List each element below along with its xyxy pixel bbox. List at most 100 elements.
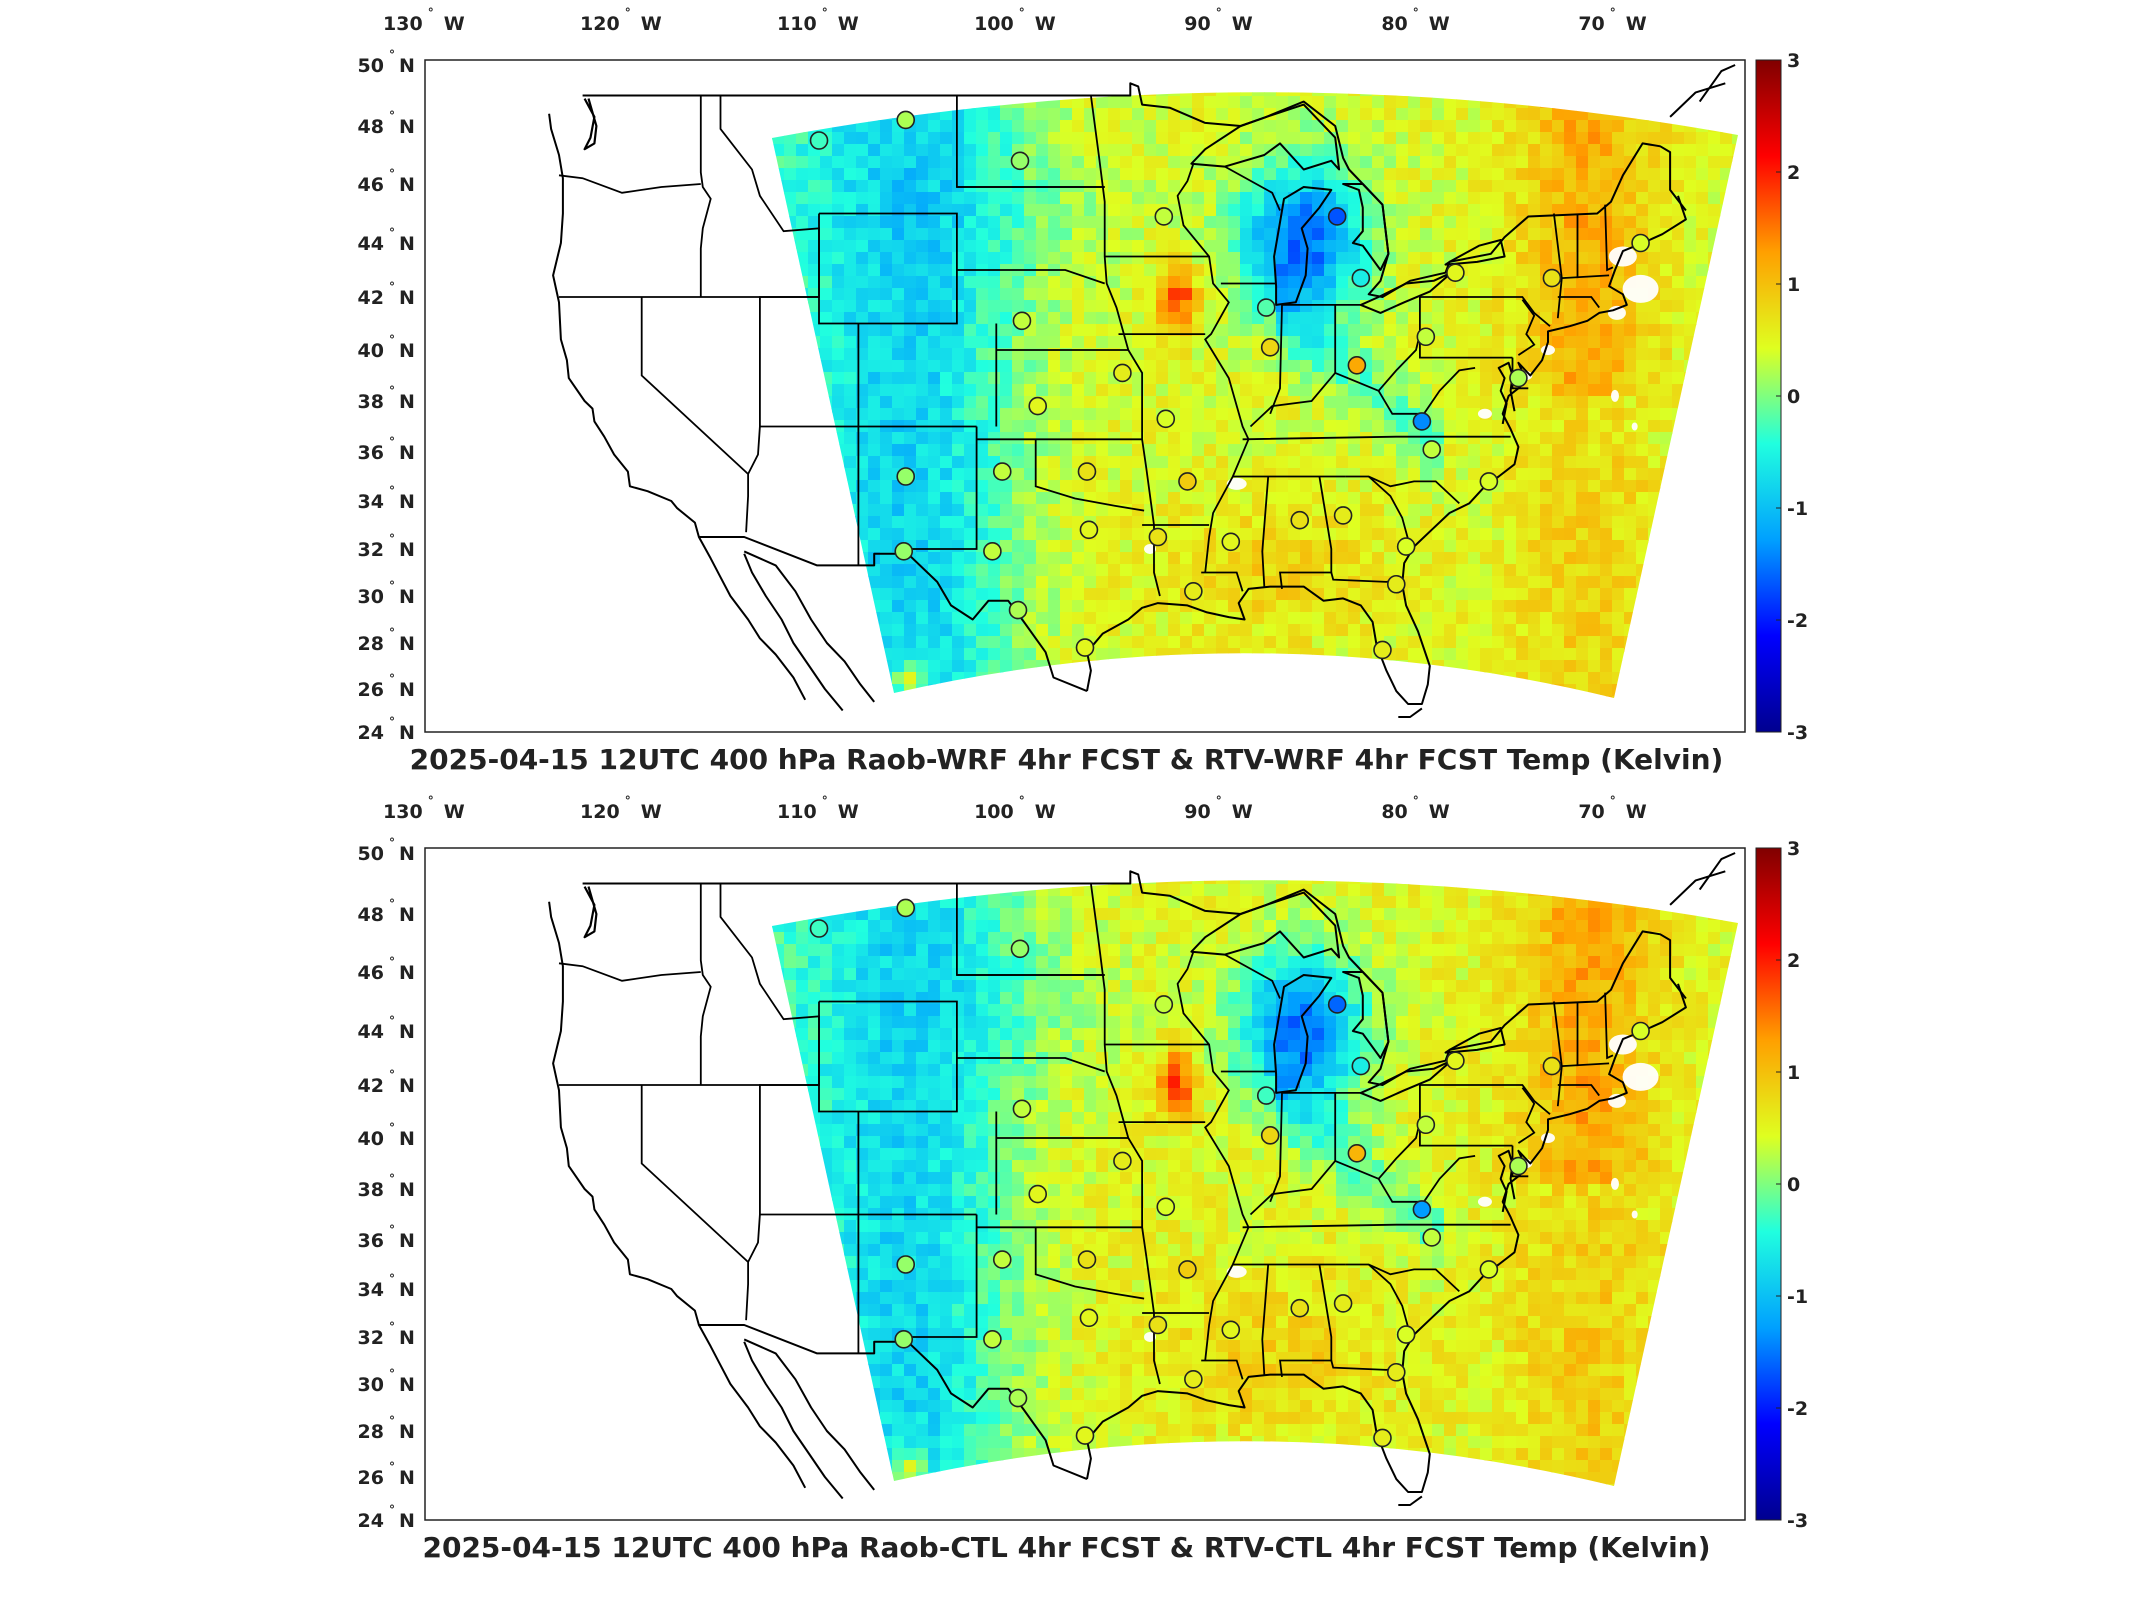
colorbar-tick-label: 1 [1787, 1062, 1800, 1084]
lat-tick-label: 34 ° N [358, 1272, 415, 1301]
lat-tick-label: 36 ° N [358, 1223, 415, 1252]
svg-text:48: 48 [358, 116, 384, 138]
lat-tick-label: 44 ° N [358, 226, 415, 255]
svg-text:32: 32 [358, 539, 384, 561]
svg-text:N: N [399, 633, 415, 655]
lat-tick-label: 42 ° N [358, 1068, 415, 1097]
svg-text:34: 34 [358, 491, 384, 513]
raob-station-marker [1221, 1320, 1241, 1340]
svg-text:°: ° [389, 384, 395, 398]
map-figure-top: 130 ° W 120 ° W 110 ° W 100 ° W 90 ° W 80 ° W 70 ° W50 ° N48 ° N… [358, 6, 1809, 744]
raob-station-marker [1010, 151, 1030, 171]
raob-stations [809, 110, 1650, 660]
raob-station-marker [1256, 298, 1276, 317]
lat-tick-label: 48 ° N [358, 897, 415, 926]
raob-station-marker [1479, 472, 1499, 491]
colorbar-tick-label: 3 [1787, 50, 1800, 72]
lat-tick-label: 26 ° N [358, 672, 415, 701]
svg-text:50: 50 [358, 55, 384, 77]
svg-text:W: W [1035, 13, 1056, 35]
raob-stations [809, 898, 1650, 1448]
panel-title-bottom: 2025-04-15 12UTC 400 hPa Raob-CTL 4hr FC… [422, 1531, 1711, 1564]
raob-station-marker [1154, 995, 1174, 1014]
raob-station-marker [1075, 638, 1095, 657]
raob-station-marker [1028, 396, 1048, 416]
raob-station-marker [1509, 368, 1528, 388]
svg-text:42: 42 [358, 287, 384, 309]
raob-station-marker [1260, 1126, 1280, 1145]
raob-station-marker [1509, 1156, 1528, 1176]
svg-text:N: N [399, 340, 415, 362]
lon-tick-label: 90 ° W [1184, 794, 1252, 823]
colorbar-tick-label: -2 [1787, 610, 1808, 632]
lon-tick-label: 120 ° W [580, 6, 662, 35]
raob-station-marker [983, 542, 1002, 561]
raob-station-marker [1631, 233, 1650, 253]
svg-text:120: 120 [580, 13, 620, 35]
lon-tick-label: 70 ° W [1578, 794, 1646, 823]
raob-station-marker [1178, 472, 1197, 491]
svg-text:46: 46 [358, 174, 384, 196]
raob-station-marker [1373, 1428, 1392, 1448]
lat-tick-label: 40 ° N [358, 333, 415, 362]
lat-tick-label: 38 ° N [358, 384, 415, 413]
colorbar: 3 2 1 0 -1 -2 -3 [1755, 838, 1808, 1532]
lon-tick-label: 120 ° W [580, 794, 662, 823]
svg-text:°: ° [389, 532, 395, 546]
svg-text:130: 130 [383, 13, 423, 35]
svg-text:W: W [838, 13, 859, 35]
lon-tick-label: 110 ° W [777, 794, 859, 823]
svg-text:°: ° [389, 715, 395, 729]
raob-station-marker [894, 1330, 914, 1349]
svg-text:W: W [444, 13, 465, 35]
raob-station-marker [1333, 506, 1353, 525]
raob-station-marker [1386, 574, 1406, 594]
lat-tick-label: 30 ° N [358, 579, 415, 608]
raob-station-marker [1012, 311, 1032, 331]
raob-station-marker [1347, 355, 1367, 375]
svg-text:°: ° [389, 109, 395, 123]
svg-text:28: 28 [358, 633, 384, 655]
raob-station-marker [1008, 1388, 1028, 1408]
colorbar-tick-label: 3 [1787, 838, 1800, 860]
lat-tick-label: 38 ° N [358, 1172, 415, 1201]
colorbar-tick-label: 2 [1787, 162, 1800, 184]
raob-station-marker [1347, 1143, 1367, 1163]
raob-station-marker [1631, 1021, 1650, 1041]
raob-station-marker [894, 542, 914, 561]
lat-tick-label: 46 ° N [358, 955, 415, 984]
lon-tick-label: 90 ° W [1184, 6, 1252, 35]
svg-text:°: ° [389, 435, 395, 449]
lat-tick-label: 26 ° N [358, 1460, 415, 1489]
svg-text:°: ° [389, 167, 395, 181]
svg-text:°: ° [389, 226, 395, 240]
raob-station-marker [1446, 263, 1465, 283]
lat-tick-label: 28 ° N [358, 626, 415, 655]
raob-station-marker [1156, 409, 1176, 429]
raob-station-marker [1396, 1325, 1416, 1344]
raob-station-marker [1077, 1250, 1097, 1269]
svg-text:°: ° [428, 6, 434, 20]
lat-tick-label: 50 ° N [358, 836, 415, 865]
svg-text:44: 44 [358, 233, 384, 255]
svg-text:°: ° [389, 48, 395, 62]
svg-text:80: 80 [1381, 13, 1407, 35]
raob-station-marker [1184, 1369, 1203, 1389]
raob-station-marker [1008, 600, 1028, 620]
svg-text:W: W [1429, 13, 1450, 35]
svg-text:W: W [1232, 13, 1253, 35]
svg-text:100: 100 [974, 13, 1014, 35]
svg-text:70: 70 [1578, 13, 1604, 35]
svg-text:30: 30 [358, 586, 384, 608]
raob-station-marker [1156, 1197, 1176, 1217]
raob-station-marker [1327, 995, 1347, 1014]
colorbar-tick-label: -1 [1787, 1286, 1808, 1308]
raob-station-marker [1075, 1426, 1095, 1445]
lat-tick-label: 36 ° N [358, 435, 415, 464]
raob-station-marker [1351, 1056, 1371, 1076]
raob-station-marker [1542, 1056, 1562, 1076]
svg-text:N: N [399, 174, 415, 196]
raob-station-marker [1221, 532, 1241, 552]
svg-text:N: N [399, 233, 415, 255]
raob-station-marker [1079, 1308, 1099, 1328]
